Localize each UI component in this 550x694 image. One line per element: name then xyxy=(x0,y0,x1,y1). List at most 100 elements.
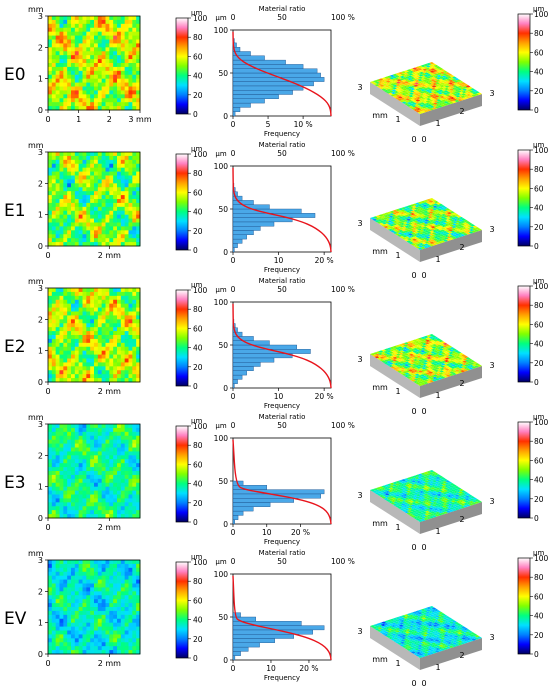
map-cell xyxy=(98,296,102,300)
map-cell xyxy=(109,323,113,327)
map-cell xyxy=(63,463,67,467)
map-cell xyxy=(71,98,75,102)
map-cell xyxy=(94,16,98,20)
map-cell xyxy=(132,90,136,94)
map-cell xyxy=(106,568,110,572)
map-cell xyxy=(98,47,102,51)
view3d-right-tick-label: 2 xyxy=(459,379,464,388)
map-cell xyxy=(86,455,90,459)
map-cell xyxy=(94,506,98,510)
map-cell xyxy=(75,40,79,44)
map-cell xyxy=(60,292,64,296)
map-cell xyxy=(98,646,102,650)
map-cell xyxy=(56,502,60,506)
hist-x-tick-label: 10 xyxy=(274,256,284,265)
map-cell xyxy=(63,595,67,599)
map-cell xyxy=(102,160,106,164)
map-cell xyxy=(106,90,110,94)
map-cell xyxy=(71,90,75,94)
map-cell xyxy=(60,623,64,627)
map-cell xyxy=(98,94,102,98)
map-cell xyxy=(71,374,75,378)
map-cell xyxy=(67,560,71,564)
map-cell xyxy=(94,510,98,514)
map-cell xyxy=(75,331,79,335)
map-cell xyxy=(129,491,133,495)
colorbar-tick-label: 0 xyxy=(193,382,198,391)
map-cell xyxy=(125,308,129,312)
map-cell xyxy=(83,296,87,300)
map-cell xyxy=(121,183,125,187)
map-cell xyxy=(121,152,125,156)
map-cell xyxy=(106,374,110,378)
map-cell xyxy=(94,164,98,168)
map-cell xyxy=(98,211,102,215)
map-cell xyxy=(129,94,133,98)
map-cell xyxy=(79,32,83,36)
map-cell xyxy=(98,168,102,172)
map-x-tick-label: 0 xyxy=(45,115,50,124)
map-cell xyxy=(113,506,117,510)
map-cell xyxy=(109,455,113,459)
map-cell xyxy=(75,638,79,642)
map-cell xyxy=(83,479,87,483)
map-cell xyxy=(79,168,83,172)
map-cell xyxy=(48,24,52,28)
map-cell xyxy=(52,599,56,603)
map-cell xyxy=(102,646,106,650)
map-cell xyxy=(79,59,83,63)
map-cell xyxy=(94,440,98,444)
map-cell xyxy=(125,339,129,343)
map-cell xyxy=(71,83,75,87)
map-cell xyxy=(90,564,94,568)
map-cell xyxy=(117,87,121,91)
map-cell xyxy=(86,195,90,199)
map-cell xyxy=(106,79,110,83)
map-cell xyxy=(60,98,64,102)
map-cell xyxy=(102,36,106,40)
map-cell xyxy=(121,195,125,199)
map-cell xyxy=(52,587,56,591)
map-cell xyxy=(71,510,75,514)
map-cell xyxy=(121,102,125,106)
map-cell xyxy=(60,584,64,588)
map-cell xyxy=(71,20,75,24)
map-cell xyxy=(129,40,133,44)
colorbar-tick-label: 80 xyxy=(534,301,544,310)
map-cell xyxy=(83,187,87,191)
map-cell xyxy=(94,59,98,63)
map-cell xyxy=(129,211,133,215)
map-cell xyxy=(48,234,52,238)
map-cell xyxy=(113,351,117,355)
map-cell xyxy=(83,451,87,455)
map-cell xyxy=(52,475,56,479)
map-cell xyxy=(90,16,94,20)
map-cell xyxy=(60,642,64,646)
map-cell xyxy=(102,28,106,32)
map-cell xyxy=(125,168,129,172)
map-cell xyxy=(121,432,125,436)
map-cell xyxy=(63,619,67,623)
map-cell xyxy=(60,327,64,331)
map-cell xyxy=(52,471,56,475)
map-cell xyxy=(98,502,102,506)
map-cell xyxy=(109,223,113,227)
map-cell xyxy=(102,572,106,576)
map-cell xyxy=(109,211,113,215)
map-cell xyxy=(132,191,136,195)
map-cell xyxy=(98,483,102,487)
map-cell xyxy=(71,172,75,176)
map-cell xyxy=(102,230,106,234)
map-cell xyxy=(132,432,136,436)
map-cell xyxy=(60,595,64,599)
map-cell xyxy=(71,467,75,471)
map-cell xyxy=(67,506,71,510)
map-cell xyxy=(113,164,117,168)
map-cell xyxy=(75,627,79,631)
map-cell xyxy=(132,362,136,366)
map-cell xyxy=(125,374,129,378)
map-cell xyxy=(117,475,121,479)
map-cell xyxy=(109,436,113,440)
map-cell xyxy=(98,335,102,339)
map-cell xyxy=(121,59,125,63)
